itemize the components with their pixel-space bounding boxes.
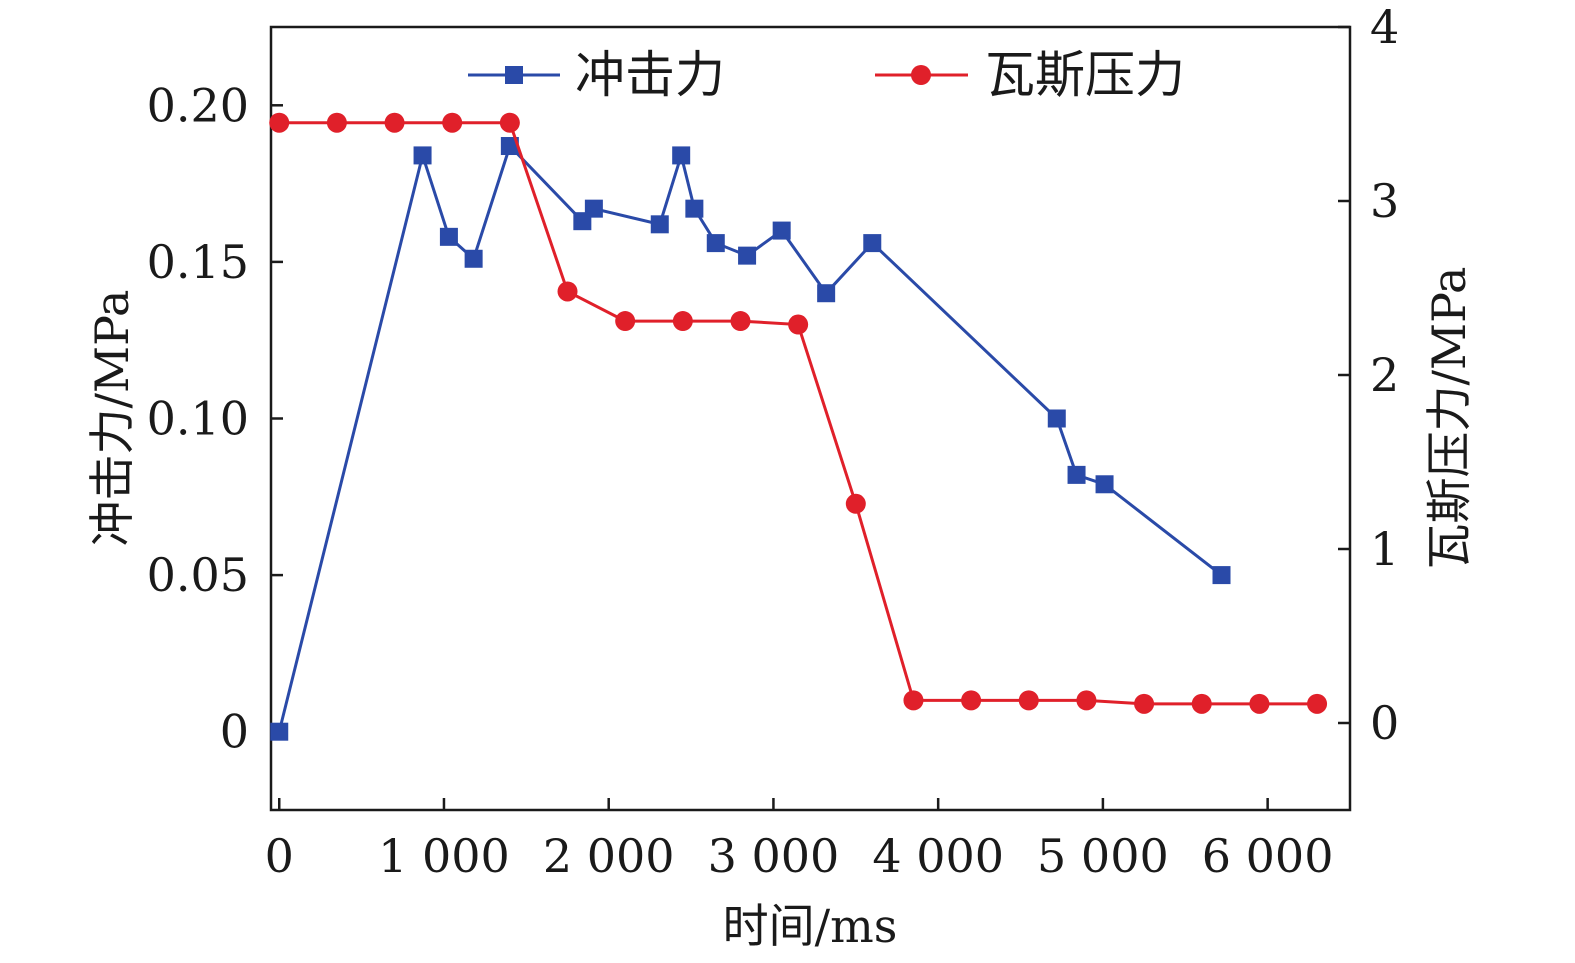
data-point-square — [270, 722, 289, 741]
data-point-square — [650, 215, 669, 234]
plot-frame — [269, 25, 1352, 812]
y-tick-label-right: 0 — [1370, 696, 1399, 750]
legend: 冲击力 瓦斯压力 — [468, 46, 1185, 104]
y-tick-label-right: 4 — [1370, 0, 1399, 54]
data-point-square — [772, 221, 791, 240]
x-tick-label: 0 — [265, 829, 294, 883]
data-point-square — [672, 146, 691, 165]
x-tick-label: 3 000 — [708, 829, 840, 883]
data-point-square — [1212, 566, 1231, 585]
data-point-circle — [1191, 693, 1212, 714]
data-point-circle — [442, 112, 463, 133]
data-point-circle — [1076, 690, 1097, 711]
y-tick-label-left: 0 — [220, 705, 249, 759]
data-point-square — [500, 137, 519, 156]
data-point-square — [464, 249, 483, 268]
data-point-circle — [672, 311, 693, 332]
data-point-square — [706, 234, 725, 253]
data-point-circle — [557, 281, 578, 302]
data-point-circle — [384, 112, 405, 133]
x-tick-label: 4 000 — [872, 829, 1004, 883]
legend-item-impact-force: 冲击力 — [468, 46, 725, 104]
data-point-square — [817, 284, 836, 303]
series-layer — [269, 112, 1328, 741]
series-line — [279, 121, 1318, 706]
legend-item-gas-pressure: 瓦斯压力 — [875, 46, 1185, 104]
y-tick-label-left: 0.10 — [147, 392, 249, 446]
data-point-circle — [269, 112, 290, 133]
x-axis-title: 时间/ms — [723, 899, 898, 953]
data-point-square — [685, 199, 704, 218]
data-point-circle — [1018, 690, 1039, 711]
data-point-circle — [903, 690, 924, 711]
series-gas-pressure — [269, 112, 1328, 714]
y-tick-label-right: 2 — [1370, 348, 1399, 402]
data-point-circle — [1307, 693, 1328, 714]
data-point-circle — [961, 690, 982, 711]
x-tick-label: 6 000 — [1202, 829, 1334, 883]
y-tick-label-left: 0.05 — [147, 548, 249, 602]
legend-label-gas-pressure: 瓦斯压力 — [985, 46, 1185, 104]
data-point-circle — [326, 112, 347, 133]
legend-marker-square — [505, 66, 523, 84]
data-point-square — [1067, 465, 1086, 484]
data-point-square — [439, 227, 458, 246]
y-tick-label-left: 0.20 — [147, 78, 249, 132]
series-line — [277, 143, 1223, 733]
x-tick-label: 1 000 — [378, 829, 510, 883]
x-tick-label: 2 000 — [543, 829, 675, 883]
y-axis-title-left: 冲击力/MPa — [85, 290, 139, 547]
y-tick-label-right: 1 — [1370, 522, 1399, 576]
data-point-circle — [615, 311, 636, 332]
x-tick-label: 5 000 — [1037, 829, 1169, 883]
y-tick-label-right: 3 — [1370, 174, 1399, 228]
data-point-circle — [845, 493, 866, 514]
data-point-square — [863, 234, 882, 253]
y-tick-label-left: 0.15 — [147, 235, 249, 289]
legend-label-impact-force: 冲击力 — [575, 46, 725, 104]
data-point-square — [738, 246, 757, 265]
data-point-square — [584, 199, 603, 218]
data-point-circle — [499, 112, 520, 133]
legend-marker-circle — [911, 65, 931, 85]
series-impact-force — [270, 137, 1231, 741]
data-point-circle — [1134, 693, 1155, 714]
data-point-square — [1095, 475, 1114, 494]
data-point-circle — [788, 314, 809, 335]
data-point-circle — [730, 311, 751, 332]
y-axis-title-right: 瓦斯压力/MPa — [1422, 267, 1476, 570]
data-point-square — [413, 146, 432, 165]
data-point-circle — [1249, 693, 1270, 714]
data-point-square — [1047, 409, 1066, 428]
ticks-layer: 0 1 000 2 000 3 000 4 000 5 000 6 000 0 0.05 0.10… — [147, 0, 1400, 883]
